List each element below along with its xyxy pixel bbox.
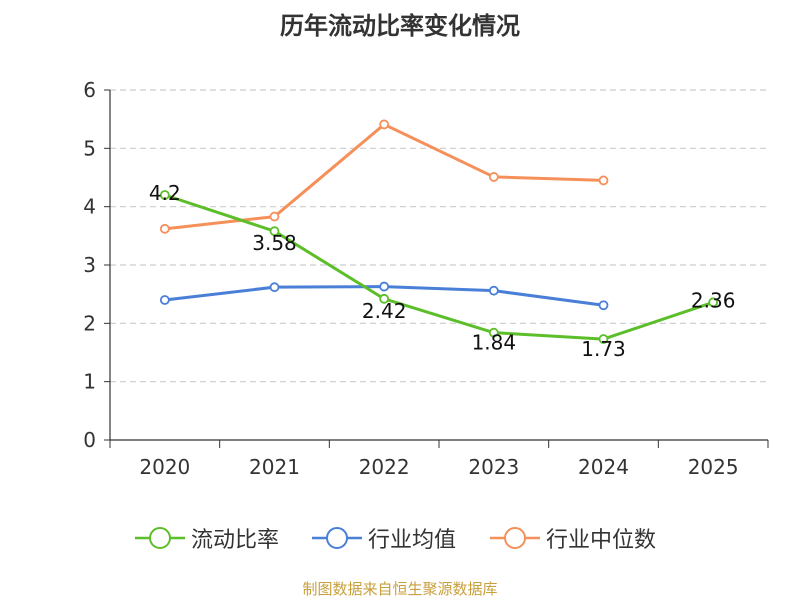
chart-legend: 流动比率 行业均值 行业中位数 (0, 520, 800, 556)
data-point (598, 334, 609, 344)
data-label: 3.58 (252, 231, 297, 255)
data-point (269, 226, 280, 237)
data-point (159, 190, 170, 200)
data-point (379, 119, 390, 130)
data-point (269, 282, 280, 293)
x-tick-label: 2024 (578, 455, 629, 479)
data-point (488, 327, 499, 338)
data-label: 4.2 (149, 181, 181, 205)
data-source-note: 制图数据来自恒生聚源数据库 (302, 580, 498, 598)
data-point (488, 285, 499, 296)
series-line-2 (164, 122, 604, 231)
data-point (379, 281, 390, 292)
x-tick-label: 2022 (359, 455, 410, 479)
x-tick-label: 2025 (688, 455, 739, 479)
data-point (598, 175, 609, 186)
y-tick-label: 4 (83, 195, 96, 219)
data-point (708, 297, 719, 308)
y-tick-label: 0 (83, 428, 96, 452)
legend-label: 行业中位数 (546, 528, 657, 553)
x-tick-label: 2020 (139, 455, 190, 479)
chart-title: 历年流动比率变化情况 (280, 12, 520, 40)
legend-marker-icon (135, 527, 185, 549)
data-point (269, 211, 280, 222)
data-point (598, 300, 609, 311)
legend-marker-icon (490, 527, 540, 549)
x-tick-label: 2021 (249, 455, 300, 479)
y-tick-label: 3 (83, 253, 96, 277)
data-label: 2.42 (362, 299, 407, 323)
legend-item[interactable]: 行业中位数 (488, 520, 656, 556)
data-label: 2.36 (691, 288, 736, 312)
data-label: 1.73 (581, 337, 626, 361)
legend-marker-icon (312, 527, 362, 549)
legend-label: 流动比率 (191, 528, 280, 553)
legend-item[interactable]: 流动比率 (133, 520, 279, 556)
data-point (159, 295, 170, 305)
legend-label: 行业均值 (368, 528, 457, 553)
data-label: 1.84 (472, 331, 517, 355)
data-point (159, 223, 170, 234)
y-tick-label: 6 (83, 78, 96, 102)
x-tick-label: 2023 (468, 455, 519, 479)
legend-item[interactable]: 行业均值 (310, 520, 456, 556)
data-point (488, 172, 499, 182)
y-tick-label: 1 (83, 370, 96, 394)
series-line-0 (164, 193, 714, 341)
y-tick-label: 5 (83, 136, 96, 160)
y-tick-label: 2 (83, 311, 96, 335)
data-point (379, 293, 390, 304)
